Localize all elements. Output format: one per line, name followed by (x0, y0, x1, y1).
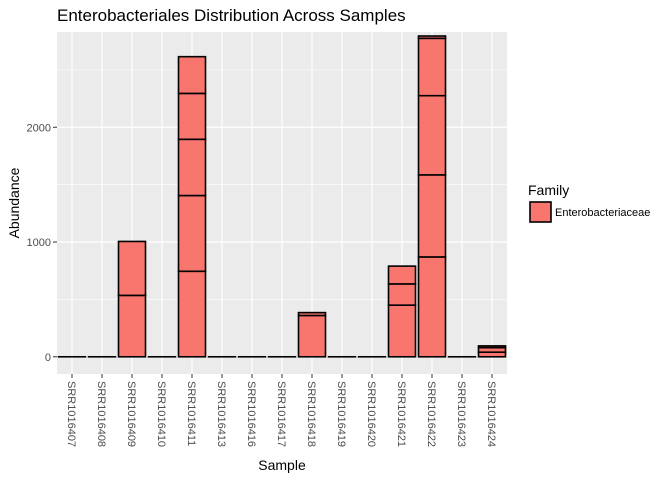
y-axis-title: Abundance (6, 167, 22, 238)
bar-segment (417, 35, 447, 40)
x-tick-label: SRR1016420 (365, 381, 377, 447)
x-axis-title: Sample (258, 457, 306, 473)
x-tick-label: SRR1016413 (215, 381, 227, 447)
bar-segment (417, 37, 447, 97)
x-axis-ticks: SRR1016407 SRR1016408 SRR1016409 SRR1016410… (65, 374, 497, 447)
bar-segment (177, 194, 207, 273)
legend-label-enterobacteriaceae: Enterobacteriaceae (555, 207, 650, 219)
bar-segment (387, 304, 417, 358)
x-tick-label: SRR1016424 (485, 381, 497, 447)
bar-segment (387, 283, 417, 306)
x-tick-label: SRR1016418 (305, 381, 317, 447)
legend: Family Enterobacteriaceae (528, 182, 650, 223)
x-tick-label: SRR1016423 (455, 381, 467, 447)
bar-segment (417, 174, 447, 258)
bar-segment (417, 256, 447, 358)
x-tick-label: SRR1016409 (125, 381, 137, 447)
bar-segment (177, 55, 207, 95)
bar-segment (177, 92, 207, 141)
bar-segment (477, 345, 507, 349)
y-tick-label: 2000 (27, 122, 51, 134)
bar-segment (387, 265, 417, 285)
x-tick-label: SRR1016408 (95, 381, 107, 447)
legend-title: Family (528, 182, 569, 198)
bars (57, 35, 507, 358)
chart-title: Enterobacteriales Distribution Across Sa… (57, 6, 406, 25)
bar-segment (177, 270, 207, 358)
x-tick-label: SRR1016421 (395, 381, 407, 447)
y-axis-ticks: 0 1000 2000 (27, 122, 57, 364)
x-tick-label: SRR1016407 (65, 381, 77, 447)
x-tick-label: SRR1016422 (425, 381, 437, 447)
bar-segment (177, 138, 207, 197)
x-tick-label: SRR1016411 (185, 381, 197, 446)
y-tick-label: 1000 (27, 237, 51, 249)
bar-segment (297, 314, 327, 358)
bar-segment (117, 240, 147, 297)
legend-key-enterobacteriaceae (529, 201, 552, 223)
x-tick-label: SRR1016417 (275, 381, 287, 447)
x-tick-label: SRR1016410 (155, 381, 167, 447)
y-tick-label: 0 (45, 352, 51, 364)
x-tick-label: SRR1016416 (245, 381, 257, 447)
x-tick-label: SRR1016419 (335, 381, 347, 447)
bar-segment (417, 94, 447, 176)
bar-segment (117, 294, 147, 358)
bar-segment (297, 311, 327, 317)
